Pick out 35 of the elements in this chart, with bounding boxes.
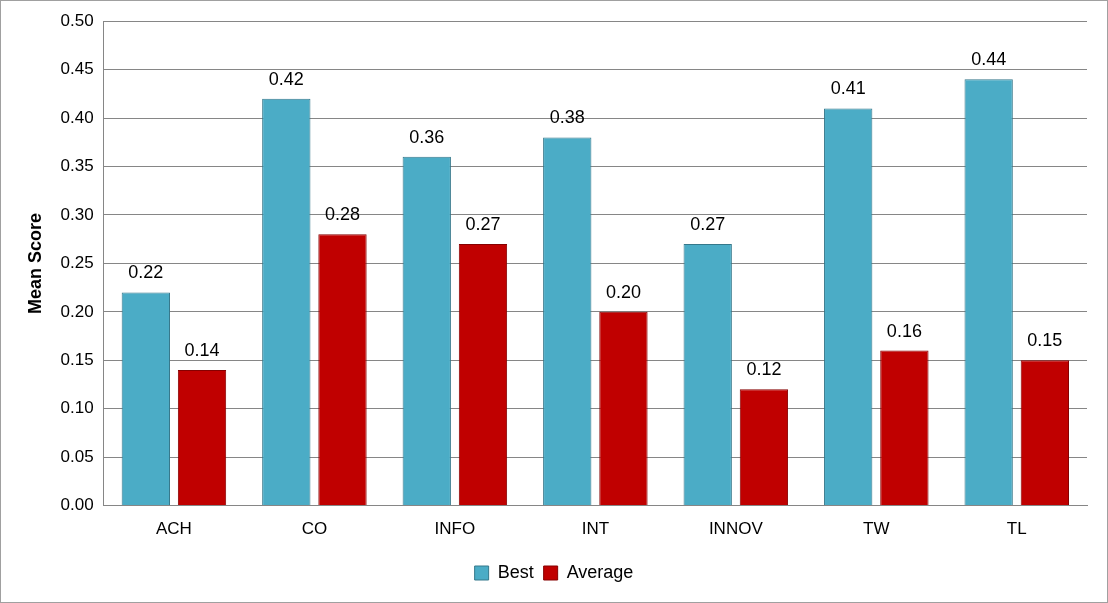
x-tick-label: INFO [434, 519, 476, 539]
data-label: 0.36 [409, 126, 445, 147]
data-label: 0.41 [830, 78, 866, 99]
y-tick-label: 0.10 [60, 398, 94, 418]
data-label: 0.28 [324, 204, 361, 225]
y-tick-label: 0.05 [60, 446, 94, 466]
y-tick-label: 0.35 [60, 156, 94, 176]
y-tick-label: 0.25 [60, 253, 94, 273]
y-tick-label: 0.00 [60, 495, 94, 515]
y-tick-label: 0.45 [60, 59, 94, 79]
y-axis-title: Mean Score [24, 212, 45, 314]
y-tick-label: 0.40 [60, 107, 94, 127]
data-label: 0.38 [549, 107, 585, 128]
data-label: 0.42 [268, 68, 304, 89]
data-label: 0.20 [605, 281, 641, 302]
x-tick-label: TW [863, 519, 890, 539]
x-tick-label: ACH [155, 519, 192, 539]
data-label: 0.27 [690, 213, 726, 234]
data-label: 0.27 [465, 213, 501, 234]
data-label: 0.16 [886, 320, 922, 341]
legend-label: Best [497, 561, 534, 582]
data-label: 0.22 [128, 262, 164, 283]
y-tick-label: 0.30 [60, 204, 94, 224]
x-tick-label: TL [1006, 519, 1027, 539]
y-tick-label: 0.15 [60, 349, 94, 369]
y-tick-label: 0.50 [60, 10, 94, 30]
legend-label: Average [566, 561, 634, 582]
y-tick-label: 0.20 [60, 301, 94, 321]
x-tick-label: CO [301, 519, 328, 539]
x-tick-label: INNOV [708, 519, 764, 539]
data-label: 0.14 [184, 339, 220, 360]
data-label: 0.12 [746, 359, 782, 380]
x-tick-label: INT [581, 519, 610, 539]
data-label: 0.15 [1027, 330, 1063, 351]
data-label: 0.44 [971, 49, 1007, 70]
